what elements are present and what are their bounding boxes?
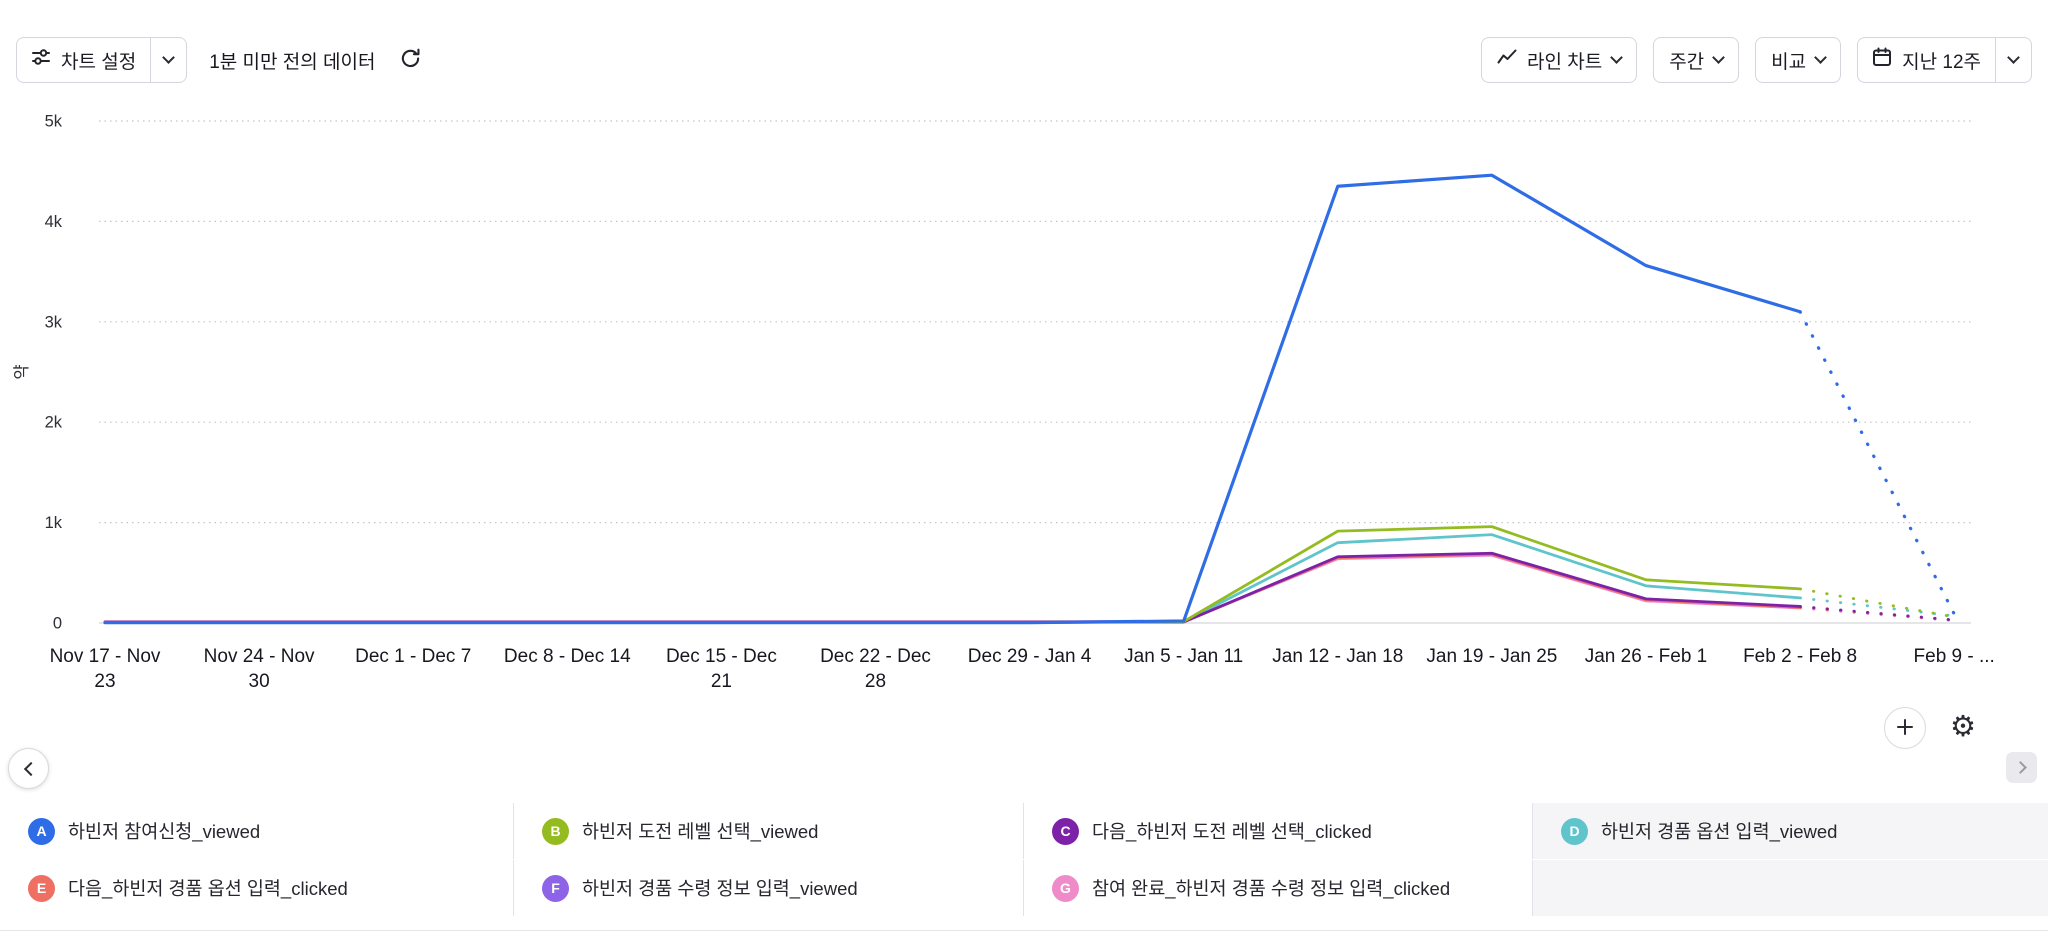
legend-item[interactable]: D 하빈저 경품 옵션 입력_viewed xyxy=(1532,803,2048,859)
series-line-F[interactable] xyxy=(103,552,1802,624)
legend-item[interactable]: F 하빈저 경품 수령 정보 입력_viewed xyxy=(513,860,1023,916)
legend-item[interactable]: G 참여 완료_하빈저 경품 수령 정보 입력_clicked xyxy=(1023,860,1532,916)
granularity-label: 주간 xyxy=(1669,51,1705,73)
line-chart-canvas: 0 1k 2k 3k 4k 5k xyxy=(45,113,1971,633)
x-axis-tick-label: Jan 19 - Jan 25 xyxy=(1426,646,1558,667)
x-axis-tick-label: Nov 24 - Nov 30 xyxy=(203,646,315,693)
x-axis-labels: Nov 17 - Nov 23 Nov 24 - Nov 30 Dec 1 - Dec … xyxy=(0,644,2048,720)
x-axis-tick-label: Jan 26 - Feb 1 xyxy=(1584,646,1708,667)
data-freshness-text: 1분 미만 전의 데이터 xyxy=(209,51,376,73)
x-axis-tick-label: Dec 1 - Dec 7 xyxy=(355,646,472,667)
chevron-left-icon xyxy=(23,761,38,776)
legend-next-button[interactable] xyxy=(2006,752,2037,783)
legend-label: 하빈저 도전 레벨 선택_viewed xyxy=(582,821,819,842)
y-axis-label: 약 xyxy=(13,364,31,380)
x-axis-tick-label: Dec 8 - Dec 14 xyxy=(503,646,631,667)
y-tick-label: 2k xyxy=(45,414,63,432)
legend-label: 다음_하빈저 경품 옵션 입력_clicked xyxy=(68,878,348,899)
series-line-A[interactable] xyxy=(103,173,1802,625)
compare-label: 비교 xyxy=(1771,51,1807,73)
series-line-E[interactable] xyxy=(103,552,1802,624)
legend-empty-cell xyxy=(1532,860,2048,916)
chart-toolbar: 차트 설정 1분 미만 전의 데이터 xyxy=(16,36,2032,84)
x-axis-tick-label: Jan 12 - Jan 18 xyxy=(1272,646,1404,667)
series-line-G[interactable] xyxy=(103,553,1802,623)
chart-type-label: 라인 차트 xyxy=(1527,51,1603,73)
chart-settings-button[interactable]: 차트 설정 xyxy=(16,37,188,83)
series-badge: G xyxy=(1052,874,1079,902)
chart-settings-caret[interactable] xyxy=(150,38,186,82)
y-tick-label: 5k xyxy=(45,113,63,131)
bottom-divider xyxy=(0,930,2048,931)
series-badge: A xyxy=(28,817,55,845)
date-range-dropdown[interactable]: 지난 12주 xyxy=(1857,37,2032,83)
series-badge: C xyxy=(1052,817,1079,845)
series-line-B[interactable] xyxy=(103,525,1802,624)
y-tick-label: 0 xyxy=(53,615,62,633)
sliders-icon xyxy=(31,47,51,73)
series-line-F-partial[interactable] xyxy=(1798,605,1956,622)
legend-prev-button[interactable] xyxy=(8,748,49,789)
series-line-C-partial[interactable] xyxy=(1798,605,1956,622)
toolbar-right: 라인 차트 주간 비교 xyxy=(1481,37,2032,83)
x-axis-tick-label: Dec 15 - Dec 21 xyxy=(665,646,777,693)
chart-type-dropdown[interactable]: 라인 차트 xyxy=(1481,37,1638,83)
legend-item[interactable]: C 다음_하빈저 도전 레벨 선택_clicked xyxy=(1023,803,1532,859)
legend-label: 하빈저 경품 수령 정보 입력_viewed xyxy=(582,878,858,899)
y-tick-label: 1k xyxy=(45,514,63,532)
legend: A 하빈저 참여신청_viewed B 하빈저 도전 레벨 선택_viewed C 다음_… xyxy=(0,803,2048,916)
series-line-A-partial[interactable] xyxy=(1798,310,1956,616)
series-line-G-partial[interactable] xyxy=(1798,606,1956,622)
x-axis-tick-label: Nov 17 - Nov 23 xyxy=(49,646,161,693)
date-range-caret[interactable] xyxy=(1995,38,2031,82)
gear-icon: ⚙ xyxy=(1950,710,1976,743)
x-axis-tick-label: Feb 9 - ... xyxy=(1913,646,1995,667)
refresh-icon xyxy=(399,47,422,73)
toolbar-left: 차트 설정 1분 미만 전의 데이터 xyxy=(16,37,424,83)
date-range-label: 지난 12주 xyxy=(1902,51,1981,73)
series-badge: B xyxy=(542,817,569,845)
series-badge: F xyxy=(542,874,569,902)
chevron-right-icon xyxy=(2013,761,2027,774)
x-axis-tick-label: Jan 5 - Jan 11 xyxy=(1124,646,1244,667)
granularity-dropdown[interactable]: 주간 xyxy=(1653,37,1740,83)
legend-label: 하빈저 참여신청_viewed xyxy=(68,821,261,842)
x-axis-tick-label: Dec 22 - Dec 28 xyxy=(820,646,931,693)
legend-item[interactable]: B 하빈저 도전 레벨 선택_viewed xyxy=(513,803,1023,859)
legend-label: 참여 완료_하빈저 경품 수령 정보 입력_clicked xyxy=(1092,878,1451,899)
y-tick-label: 3k xyxy=(45,313,63,331)
series-badge: D xyxy=(1561,817,1588,845)
series-badge: E xyxy=(28,874,55,902)
legend-label: 다음_하빈저 도전 레벨 선택_clicked xyxy=(1092,821,1372,842)
settings-gear-button[interactable]: ⚙ xyxy=(1940,704,1986,750)
series-line-B-partial[interactable] xyxy=(1798,587,1956,619)
series-line-D-partial[interactable] xyxy=(1798,596,1956,618)
y-tick-label: 4k xyxy=(45,213,63,231)
refresh-button[interactable] xyxy=(397,45,424,75)
legend-label: 하빈저 경품 옵션 입력_viewed xyxy=(1601,821,1838,842)
chart-settings-label: 차트 설정 xyxy=(61,51,137,73)
legend-item[interactable]: E 다음_하빈저 경품 옵션 입력_clicked xyxy=(0,860,513,916)
series-line-C[interactable] xyxy=(103,551,1802,624)
compare-dropdown[interactable]: 비교 xyxy=(1755,37,1842,83)
plus-icon xyxy=(1896,718,1914,739)
series-line-D[interactable] xyxy=(103,533,1802,624)
x-axis-tick-label: Dec 29 - Jan 4 xyxy=(967,646,1092,667)
series-line-E-partial[interactable] xyxy=(1798,606,1956,622)
calendar-icon xyxy=(1872,47,1892,73)
line-chart-icon xyxy=(1497,49,1517,71)
x-axis-tick-label: Feb 2 - Feb 8 xyxy=(1743,646,1858,667)
legend-item[interactable]: A 하빈저 참여신청_viewed xyxy=(0,803,513,859)
add-event-button[interactable] xyxy=(1884,707,1926,749)
